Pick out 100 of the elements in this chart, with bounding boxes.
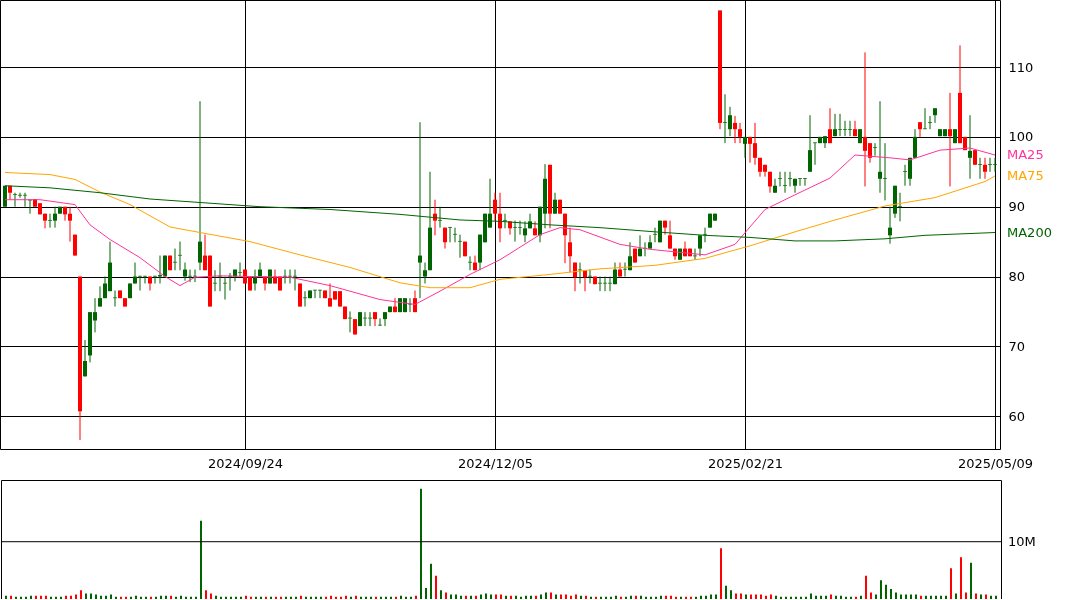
candlestick bbox=[788, 171, 792, 187]
bar bbox=[175, 596, 177, 599]
bar bbox=[790, 596, 792, 599]
bar bbox=[595, 596, 597, 599]
x-tick-label: 2024/09/24 bbox=[208, 455, 283, 471]
bar bbox=[590, 596, 592, 599]
candlestick bbox=[13, 192, 17, 208]
y-tick-label: 80 bbox=[1008, 269, 1026, 285]
y-tick-label: 70 bbox=[1008, 338, 1026, 354]
bar bbox=[610, 596, 612, 599]
bar bbox=[370, 596, 372, 599]
bar bbox=[695, 596, 697, 599]
candlestick bbox=[98, 285, 102, 308]
bar bbox=[435, 575, 437, 599]
bar bbox=[810, 593, 812, 599]
bar bbox=[845, 596, 847, 599]
bar bbox=[410, 596, 412, 599]
candlestick bbox=[468, 255, 472, 271]
bar bbox=[725, 585, 727, 599]
series-label: MA25 bbox=[1007, 147, 1044, 163]
bar bbox=[420, 488, 422, 599]
bar bbox=[625, 596, 627, 599]
candlestick bbox=[213, 269, 217, 292]
candlestick bbox=[923, 107, 927, 130]
candlestick bbox=[178, 241, 182, 271]
candlestick bbox=[738, 122, 742, 144]
bar bbox=[740, 593, 742, 599]
bar bbox=[425, 587, 427, 599]
bar bbox=[870, 592, 872, 599]
bar bbox=[380, 596, 382, 599]
x-tick-label: 2025/02/21 bbox=[708, 455, 783, 471]
bar bbox=[970, 562, 972, 599]
candlestick bbox=[448, 226, 452, 243]
bar bbox=[395, 596, 397, 599]
bar bbox=[145, 596, 147, 599]
bar bbox=[200, 520, 202, 599]
bar bbox=[220, 596, 222, 599]
bar bbox=[880, 580, 882, 599]
bar bbox=[335, 596, 337, 599]
bar bbox=[680, 596, 682, 599]
candlestick bbox=[458, 234, 462, 259]
bar bbox=[315, 596, 317, 599]
bar bbox=[950, 568, 952, 599]
candlestick bbox=[423, 262, 427, 285]
bar bbox=[310, 596, 312, 599]
bar bbox=[390, 596, 392, 599]
bar bbox=[290, 596, 292, 599]
bar bbox=[885, 584, 887, 599]
candlestick bbox=[928, 115, 932, 130]
candlestick bbox=[43, 213, 47, 229]
candlestick bbox=[828, 107, 832, 144]
candlestick bbox=[503, 213, 507, 229]
bar bbox=[295, 596, 297, 599]
bar bbox=[730, 590, 732, 599]
bar bbox=[240, 596, 242, 599]
bar bbox=[150, 596, 152, 599]
bar bbox=[440, 590, 442, 599]
bar bbox=[250, 596, 252, 599]
candlestick bbox=[778, 171, 782, 187]
bar bbox=[360, 596, 362, 599]
bar bbox=[720, 548, 722, 599]
candlestick bbox=[588, 269, 592, 285]
y-tick-label: 60 bbox=[1008, 408, 1026, 424]
candlestick bbox=[913, 128, 917, 159]
candlestick bbox=[83, 339, 87, 377]
bar bbox=[620, 596, 622, 599]
bar bbox=[85, 593, 87, 599]
x-tick-label: 2024/12/05 bbox=[458, 455, 533, 471]
candlestick bbox=[438, 206, 442, 229]
bar bbox=[545, 592, 547, 599]
candlestick bbox=[648, 234, 652, 250]
bar bbox=[120, 596, 122, 599]
bar bbox=[890, 589, 892, 599]
bar bbox=[605, 596, 607, 599]
bar bbox=[405, 596, 407, 599]
bar bbox=[195, 596, 197, 599]
bar bbox=[80, 590, 82, 599]
bar bbox=[445, 592, 447, 599]
candlestick bbox=[668, 220, 672, 250]
candlestick bbox=[983, 157, 987, 180]
bar bbox=[260, 596, 262, 599]
bar bbox=[325, 596, 327, 599]
bar bbox=[800, 596, 802, 599]
bar bbox=[350, 596, 352, 599]
bar bbox=[430, 563, 432, 599]
bar bbox=[225, 596, 227, 599]
y-tick-label: 100 bbox=[1008, 129, 1034, 145]
bar bbox=[50, 596, 52, 599]
bar bbox=[975, 593, 977, 599]
bar bbox=[375, 596, 377, 599]
ref-line-label: 10M bbox=[1008, 533, 1036, 549]
bar bbox=[285, 596, 287, 599]
bar bbox=[265, 596, 267, 599]
bar bbox=[785, 596, 787, 599]
candlestick bbox=[393, 297, 397, 313]
candlestick bbox=[793, 178, 797, 194]
bar bbox=[365, 596, 367, 599]
bar bbox=[320, 596, 322, 599]
bar bbox=[960, 557, 962, 599]
bar bbox=[155, 596, 157, 599]
